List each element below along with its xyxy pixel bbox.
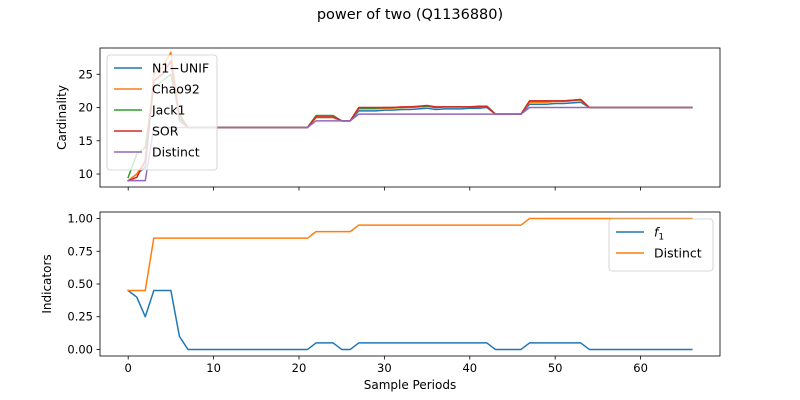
legend-label-main: f	[654, 225, 660, 240]
y-tick-label: 15	[78, 134, 93, 148]
legend: f1 Distinct	[608, 218, 714, 272]
legend: N1−UNIF Chao92 Jack1 SOR Distinct	[106, 54, 218, 171]
figure-title: power of two (Q1136880)	[317, 7, 503, 23]
y-tick-label: 10	[78, 167, 93, 181]
legend-label: Chao92	[152, 82, 200, 97]
x-tick-label: 30	[377, 361, 392, 375]
legend-label: N1−UNIF	[152, 61, 209, 76]
legend-label: Distinct	[152, 145, 200, 160]
x-tick-label: 10	[206, 361, 221, 375]
legend-label: f1	[654, 225, 664, 243]
cardinality-panel: 10 15 20 25 Cardinality N1−UNIF Chao92 Jack1 SOR…	[55, 47, 721, 191]
indicators-panel: 0 10 20 30 40 50 60 0.00 0.25 0.50 0.75 1.00 Indicat…	[40, 212, 721, 392]
legend-label-subscript: 1	[658, 233, 664, 243]
y-tick-label: 1.00	[67, 212, 93, 226]
y-tick-label: 0.25	[67, 310, 93, 324]
legend-label: Jack1	[151, 103, 185, 118]
x-tick-label: 20	[292, 361, 307, 375]
y-tick-label: 0.00	[67, 342, 93, 356]
series-group	[127, 217, 693, 351]
x-tick-label: 50	[548, 361, 563, 375]
series-line-distinct	[127, 217, 693, 292]
y-tick-label: 0.75	[67, 244, 93, 258]
y-axis-label: Cardinality	[55, 85, 69, 150]
legend-frame	[106, 54, 218, 171]
series-line-f	[127, 289, 693, 351]
legend-label: SOR	[152, 124, 179, 139]
series-group	[127, 51, 693, 182]
y-tick-label: 0.50	[67, 277, 93, 291]
x-axis-label: Sample Periods	[364, 378, 456, 392]
x-tick-label: 60	[633, 361, 648, 375]
x-tick-label: 40	[462, 361, 477, 375]
y-tick-label: 20	[78, 101, 93, 115]
legend-label: Distinct	[654, 246, 702, 261]
axes-frame	[99, 47, 721, 188]
y-tick-label: 25	[78, 67, 93, 81]
x-tick-label: 0	[125, 361, 132, 375]
y-axis-label: Indicators	[40, 254, 54, 313]
series-line-distinct	[127, 106, 693, 182]
